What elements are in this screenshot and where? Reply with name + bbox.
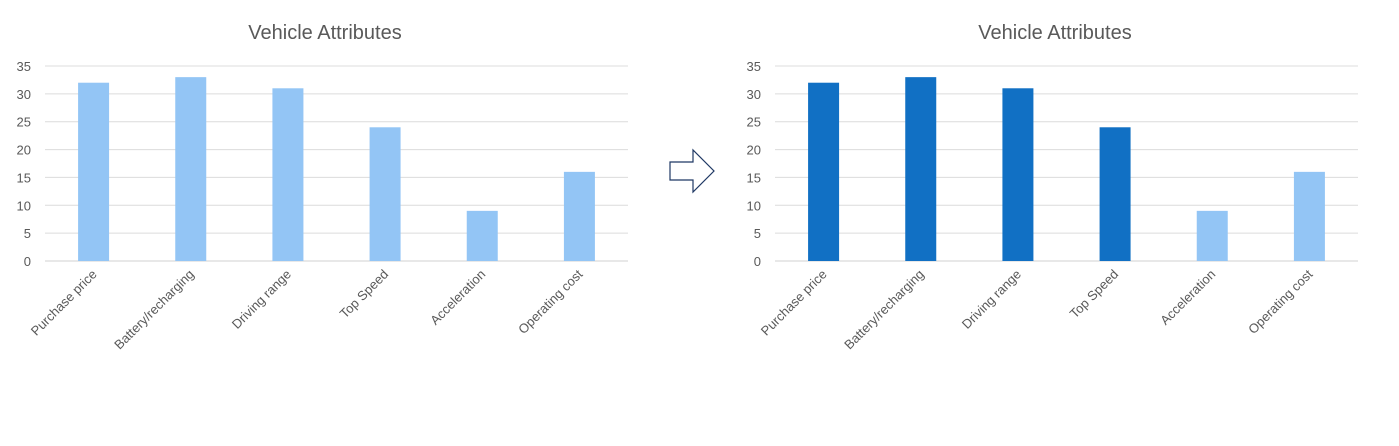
x-tick-label: Driving range [229,267,294,332]
y-tick-label: 10 [17,198,31,213]
vehicle-attributes-chart-before: Vehicle Attributes 0 5 10 15 20 25 30 35 Purchas… [0,0,660,446]
y-tick-label: 25 [17,115,31,130]
y-tick-label: 20 [17,143,31,158]
x-tick-label: Top Speed [337,267,392,322]
y-tick-label: 5 [754,226,761,241]
x-tick-label: Battery/recharging [841,267,927,353]
y-tick-label: 20 [747,143,761,158]
y-tick-label: 0 [24,254,31,269]
x-tick-label: Operating cost [1245,266,1316,337]
y-tick-label: 35 [17,59,31,74]
y-tick-label: 35 [747,59,761,74]
x-tick-label: Acceleration [1157,267,1218,328]
chart-title: Vehicle Attributes [248,22,402,44]
x-tick-label: Acceleration [427,267,488,328]
y-tick-label: 15 [747,170,761,185]
x-tick-label: Battery/recharging [111,267,197,353]
y-tick-label: 25 [747,115,761,130]
bar [563,171,595,261]
vehicle-attributes-chart-after: Vehicle Attributes 0 5 10 15 20 25 30 35 Purchas… [730,0,1390,446]
bar [1196,210,1228,261]
y-tick-label: 15 [17,170,31,185]
right-arrow-icon [669,148,715,194]
y-tick-label: 0 [754,254,761,269]
bar [369,127,401,262]
chart-title: Vehicle Attributes [978,22,1132,44]
bar [1293,171,1325,261]
bar [1099,127,1131,262]
chart-plot: 0 5 10 15 20 25 30 35 Purchase price Battery/rech… [17,59,628,353]
bar [175,77,207,262]
y-tick-label: 5 [24,226,31,241]
bar [1002,88,1034,262]
chart-plot: 0 5 10 15 20 25 30 35 Purchase price Battery/rech… [747,59,1358,353]
bar [272,88,304,262]
x-tick-label: Top Speed [1067,267,1122,322]
y-tick-label: 30 [747,87,761,102]
bar [808,82,840,261]
x-tick-label: Purchase price [28,267,100,339]
bar [78,82,110,261]
y-tick-label: 10 [747,198,761,213]
bar [466,210,498,261]
bar [905,77,937,262]
x-tick-label: Purchase price [758,267,830,339]
y-tick-label: 30 [17,87,31,102]
x-tick-label: Operating cost [515,266,586,337]
x-tick-label: Driving range [959,267,1024,332]
